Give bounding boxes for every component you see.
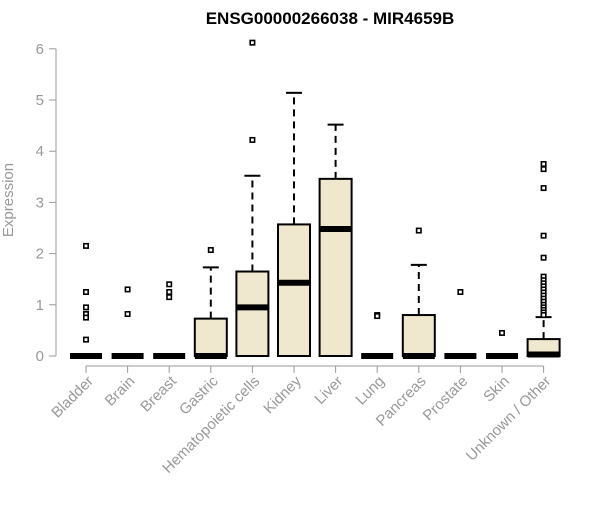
outlier-point [249, 39, 256, 46]
outlier-point [83, 336, 90, 343]
outlier-point [83, 304, 90, 311]
outlier-point [83, 288, 90, 295]
box-iqr [193, 317, 228, 357]
outlier-point [83, 314, 90, 321]
box-skin [486, 329, 518, 359]
outlier-point [166, 281, 173, 288]
y-tick-label: 6 [36, 41, 44, 58]
box-pancreas [401, 227, 436, 359]
box-unknown-other [526, 161, 561, 358]
box-iqr [277, 223, 311, 357]
y-tick-label: 0 [36, 348, 44, 365]
outlier-point [540, 232, 547, 239]
x-tick-label: Skin [480, 373, 513, 406]
box-hematopoietic-cells [235, 39, 270, 357]
y-tick-label: 2 [36, 246, 44, 263]
box-gastric [193, 247, 228, 359]
plot-area [70, 39, 561, 359]
box-breast [153, 281, 186, 359]
box-iqr [235, 270, 270, 357]
outlier-point [540, 254, 547, 261]
x-tick-label: Prostate [420, 373, 472, 425]
y-axis-label: Expression [0, 163, 17, 237]
x-tick-label: Bladder [48, 373, 97, 422]
x-tick-label: Breast [137, 372, 180, 415]
x-tick-label: Kidney [260, 372, 305, 417]
box-lung [361, 312, 394, 359]
y-tick-label: 1 [36, 297, 44, 314]
outlier-point [166, 288, 173, 295]
box-brain [111, 286, 144, 359]
outlier-point [124, 311, 131, 318]
outlier-point [249, 136, 256, 143]
outlier-point [540, 312, 547, 319]
box-liver [318, 123, 353, 357]
outlier-point [415, 227, 422, 234]
outlier-point [207, 247, 214, 254]
box-iqr [318, 177, 353, 357]
box-kidney [277, 91, 311, 357]
outlier-point [457, 288, 464, 295]
box-bladder [70, 242, 102, 359]
x-tick-label: Liver [311, 373, 346, 408]
outlier-point [540, 161, 547, 168]
outlier-point [124, 286, 131, 293]
x-tick-label: Lung [352, 373, 388, 409]
y-tick-label: 3 [36, 194, 44, 211]
chart-title: ENSG00000266038 - MIR4659B [206, 9, 455, 28]
outlier-point [374, 313, 381, 320]
box-prostate [444, 288, 477, 359]
outlier-point [166, 294, 173, 301]
outlier-point [498, 329, 505, 336]
outlier-point [540, 166, 547, 173]
outlier-point [540, 185, 547, 192]
y-tick-label: 5 [36, 92, 44, 109]
y-tick-label: 4 [36, 143, 44, 160]
outlier-point [83, 242, 90, 249]
x-tick-label: Brain [102, 373, 139, 410]
box-iqr [401, 314, 436, 358]
y-axis: 0 1 2 3 4 5 6 [36, 41, 57, 365]
